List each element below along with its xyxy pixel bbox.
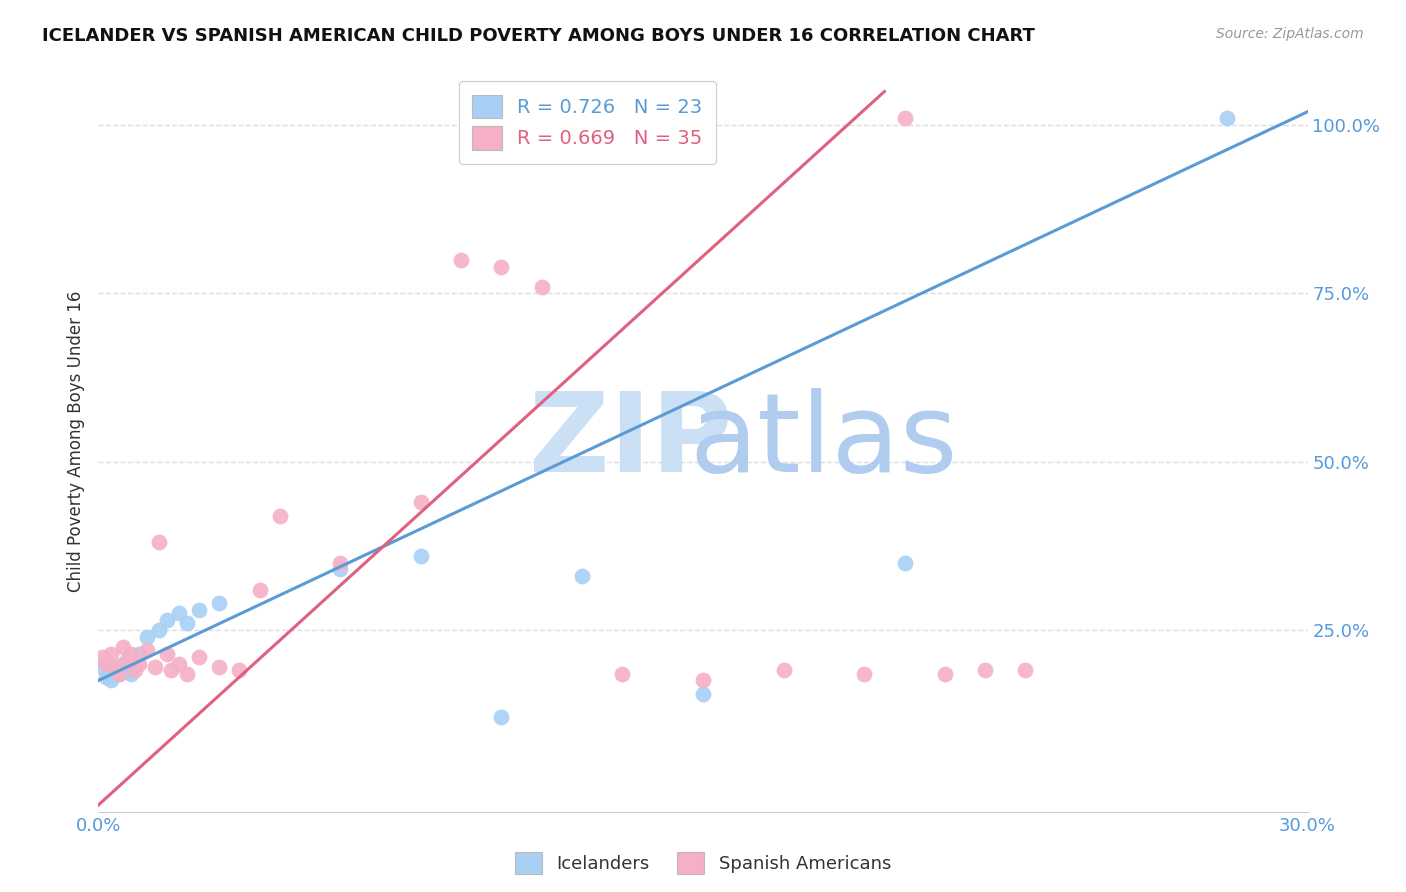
Text: Source: ZipAtlas.com: Source: ZipAtlas.com [1216,27,1364,41]
Point [176,666,198,681]
Point [107,666,129,681]
Point [124,664,146,678]
Point [853,666,876,681]
Point [156,613,179,627]
Point [188,649,211,664]
Point [893,556,915,570]
Point [103,664,125,678]
Point [167,657,190,671]
Point [160,664,183,678]
Point [249,582,271,597]
Point [176,616,198,631]
Point [530,279,553,293]
Point [612,666,634,681]
Point [934,666,956,681]
Point [148,623,170,637]
Point [115,653,138,667]
Point [491,260,513,274]
Point [143,660,166,674]
Point [1014,664,1036,678]
Y-axis label: Child Poverty Among Boys Under 16: Child Poverty Among Boys Under 16 [66,291,84,592]
Point [135,630,157,644]
Point [571,569,593,583]
Point [120,666,142,681]
Point [156,647,179,661]
Point [91,649,114,664]
Point [450,252,472,267]
Point [329,562,352,576]
Point [208,660,231,674]
Point [100,673,122,688]
Point [269,508,291,523]
Legend: R = 0.726   N = 23, R = 0.669   N = 35: R = 0.726 N = 23, R = 0.669 N = 35 [458,81,716,163]
Point [103,660,125,674]
Point [128,647,150,661]
Text: ZIP: ZIP [529,388,733,495]
Text: ICELANDER VS SPANISH AMERICAN CHILD POVERTY AMONG BOYS UNDER 16 CORRELATION CHAR: ICELANDER VS SPANISH AMERICAN CHILD POVE… [42,27,1035,45]
Point [115,664,138,678]
Legend: Icelanders, Spanish Americans: Icelanders, Spanish Americans [508,845,898,881]
Point [107,666,129,681]
Point [208,596,231,610]
Point [409,549,432,563]
Point [135,643,157,657]
Point [893,112,915,126]
Point [111,657,134,671]
Point [974,664,997,678]
Point [120,647,142,661]
Text: atlas: atlas [690,388,957,495]
Point [96,670,118,684]
Point [91,660,114,674]
Point [148,535,170,549]
Point [188,603,211,617]
Point [96,657,118,671]
Point [228,664,250,678]
Point [491,710,513,724]
Point [329,556,352,570]
Point [692,673,714,688]
Point [692,687,714,701]
Point [1216,112,1239,126]
Point [167,606,190,620]
Point [409,495,432,509]
Point [772,664,794,678]
Point [100,647,122,661]
Point [111,640,134,654]
Point [128,657,150,671]
